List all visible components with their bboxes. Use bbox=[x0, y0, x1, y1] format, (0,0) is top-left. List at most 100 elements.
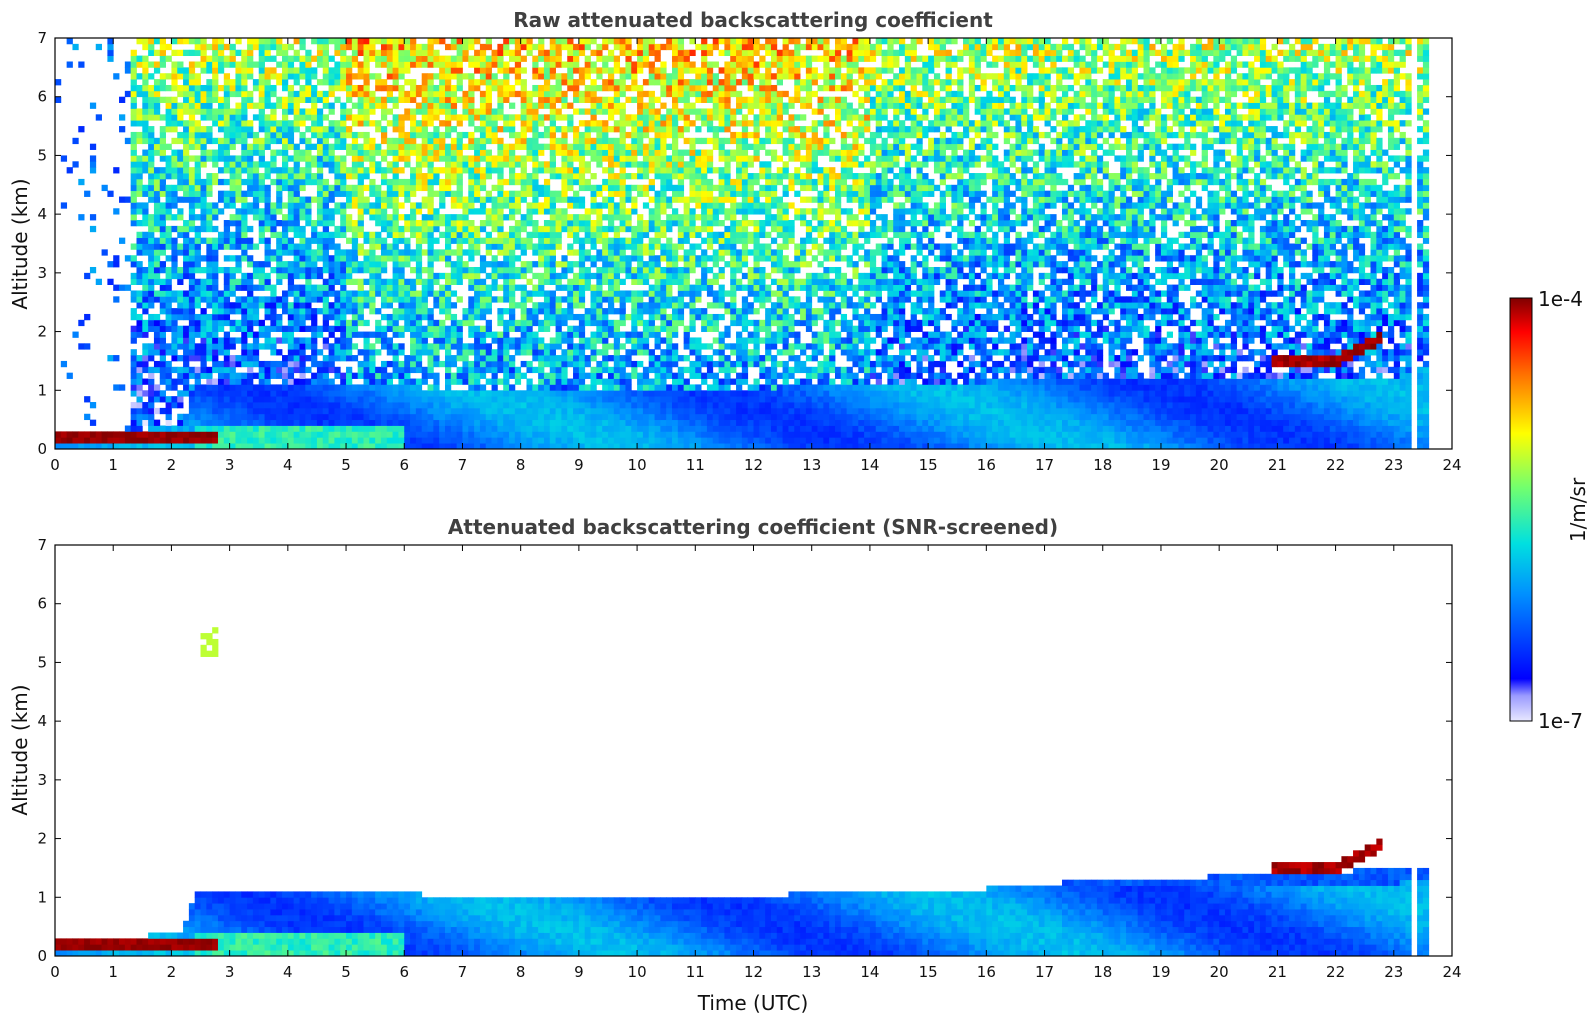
heatmap-cell bbox=[171, 126, 178, 133]
heatmap-cell bbox=[357, 308, 364, 315]
heatmap-cell bbox=[503, 378, 510, 385]
heatmap-cell bbox=[526, 266, 533, 274]
heatmap-cell bbox=[136, 372, 143, 379]
heatmap-cell bbox=[241, 73, 248, 80]
heatmap-cell bbox=[89, 167, 97, 174]
heatmap-cell bbox=[555, 96, 562, 103]
heatmap-cell bbox=[200, 178, 207, 186]
heatmap-cell bbox=[410, 43, 417, 51]
heatmap-cell bbox=[142, 214, 149, 221]
heatmap-cell bbox=[241, 337, 248, 344]
heatmap-cell bbox=[538, 167, 545, 174]
heatmap-cell bbox=[287, 202, 295, 209]
heatmap-cell bbox=[538, 38, 545, 45]
heatmap-cell bbox=[514, 284, 522, 291]
heatmap-cell bbox=[509, 384, 516, 391]
heatmap-cell bbox=[491, 431, 498, 438]
heatmap-cell bbox=[188, 208, 196, 215]
heatmap-cell bbox=[276, 102, 283, 109]
heatmap-cell bbox=[194, 437, 201, 444]
heatmap-cell bbox=[130, 149, 137, 156]
heatmap-cell bbox=[375, 266, 382, 274]
heatmap-cell bbox=[212, 225, 219, 233]
heatmap-cell bbox=[346, 261, 353, 268]
heatmap-cell bbox=[252, 331, 260, 338]
heatmap-cell bbox=[538, 431, 545, 438]
heatmap-cell bbox=[363, 261, 370, 268]
heatmap-cell bbox=[386, 419, 394, 426]
heatmap-cell bbox=[404, 114, 411, 121]
heatmap-cell bbox=[491, 155, 498, 162]
heatmap-cell bbox=[334, 137, 341, 145]
heatmap-cell bbox=[520, 266, 527, 274]
heatmap-cell bbox=[235, 437, 242, 444]
heatmap-cell bbox=[514, 378, 522, 385]
heatmap-cell bbox=[351, 296, 359, 303]
heatmap-cell bbox=[415, 178, 423, 186]
heatmap-cell bbox=[509, 290, 516, 297]
heatmap-cell bbox=[282, 84, 289, 92]
heatmap-cell bbox=[171, 84, 178, 92]
heatmap-cell bbox=[334, 431, 341, 438]
heatmap-cell bbox=[334, 302, 341, 309]
heatmap-cell bbox=[509, 325, 516, 332]
heatmap-cell bbox=[194, 331, 201, 338]
heatmap-cell bbox=[485, 272, 492, 280]
heatmap-cell bbox=[363, 173, 370, 180]
heatmap-cell bbox=[346, 108, 353, 115]
heatmap-cell bbox=[206, 202, 213, 209]
heatmap-cell bbox=[142, 61, 149, 68]
heatmap-cell bbox=[66, 38, 73, 45]
heatmap-cell bbox=[223, 79, 231, 86]
heatmap-cell bbox=[503, 272, 510, 280]
heatmap-cell bbox=[509, 196, 516, 203]
heatmap-cell bbox=[555, 331, 562, 338]
heatmap-cell bbox=[177, 184, 184, 192]
heatmap-cell bbox=[561, 313, 568, 321]
heatmap-cell bbox=[340, 266, 347, 274]
heatmap-cell bbox=[450, 390, 458, 397]
heatmap-cell bbox=[316, 96, 324, 103]
heatmap-cell bbox=[538, 437, 545, 444]
heatmap-cell bbox=[171, 202, 178, 209]
heatmap-cell bbox=[212, 79, 219, 86]
heatmap-cell bbox=[584, 143, 591, 150]
heatmap-cell bbox=[561, 349, 568, 356]
heatmap-cell bbox=[136, 202, 143, 209]
heatmap-cell bbox=[439, 272, 446, 280]
heatmap-cell bbox=[607, 407, 615, 415]
heatmap-cell bbox=[148, 425, 155, 432]
heatmap-cell bbox=[520, 413, 527, 421]
heatmap-cell bbox=[258, 325, 265, 332]
heatmap-cell bbox=[84, 437, 91, 444]
heatmap-cell bbox=[183, 437, 190, 444]
heatmap-cell bbox=[194, 366, 201, 374]
heatmap-cell bbox=[625, 196, 632, 203]
heatmap-cell bbox=[357, 149, 364, 156]
heatmap-cell bbox=[252, 407, 260, 415]
heatmap-cell bbox=[258, 319, 265, 327]
heatmap-cell bbox=[282, 407, 289, 415]
heatmap-cell bbox=[386, 402, 394, 409]
heatmap-cell bbox=[590, 396, 597, 403]
heatmap-cell bbox=[485, 84, 492, 92]
heatmap-cell bbox=[322, 407, 329, 415]
heatmap-cell bbox=[346, 249, 353, 256]
heatmap-cell bbox=[351, 302, 359, 309]
heatmap-cell bbox=[171, 49, 178, 57]
heatmap-cell bbox=[555, 278, 562, 285]
heatmap-cell bbox=[375, 231, 382, 239]
heatmap-cell bbox=[340, 313, 347, 321]
heatmap-cell bbox=[89, 266, 97, 274]
heatmap-cell bbox=[625, 402, 632, 409]
heatmap-cell bbox=[159, 208, 166, 215]
heatmap-cell bbox=[491, 184, 498, 192]
heatmap-cell bbox=[194, 108, 201, 115]
heatmap-cell bbox=[462, 49, 469, 57]
heatmap-cell bbox=[363, 131, 370, 139]
heatmap-cell bbox=[183, 67, 190, 74]
heatmap-cell bbox=[613, 278, 621, 285]
heatmap-cell bbox=[549, 108, 556, 115]
heatmap-cell bbox=[445, 149, 452, 156]
heatmap-cell bbox=[462, 161, 469, 168]
